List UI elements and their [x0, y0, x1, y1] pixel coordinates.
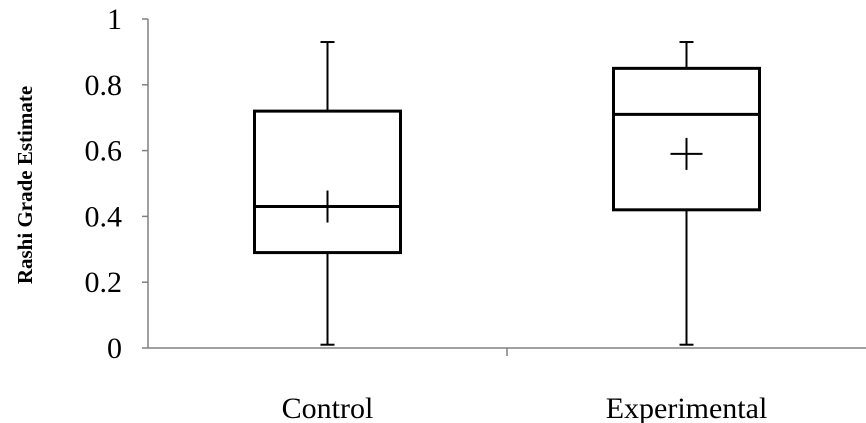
- y-tick-label: 0.6: [85, 135, 123, 168]
- axes: 0 0.2 0.4 0.6 0.8 1: [85, 3, 866, 365]
- y-tick-label: 0.8: [85, 69, 123, 102]
- category-label: Control: [282, 392, 374, 423]
- box-experimental: Experimental: [606, 41, 768, 423]
- y-tick-label: 1: [107, 3, 122, 36]
- boxes: Control Experimental: [253, 41, 768, 423]
- y-tick-label: 0.2: [85, 266, 123, 299]
- box-control: Control: [253, 41, 402, 423]
- interquartile-box: [253, 109, 402, 255]
- y-tick-label: 0.4: [85, 200, 123, 233]
- y-axis-label: Rashi Grade Estimate: [13, 86, 37, 284]
- category-label: Experimental: [606, 392, 768, 423]
- y-tick-label: 0: [107, 332, 122, 365]
